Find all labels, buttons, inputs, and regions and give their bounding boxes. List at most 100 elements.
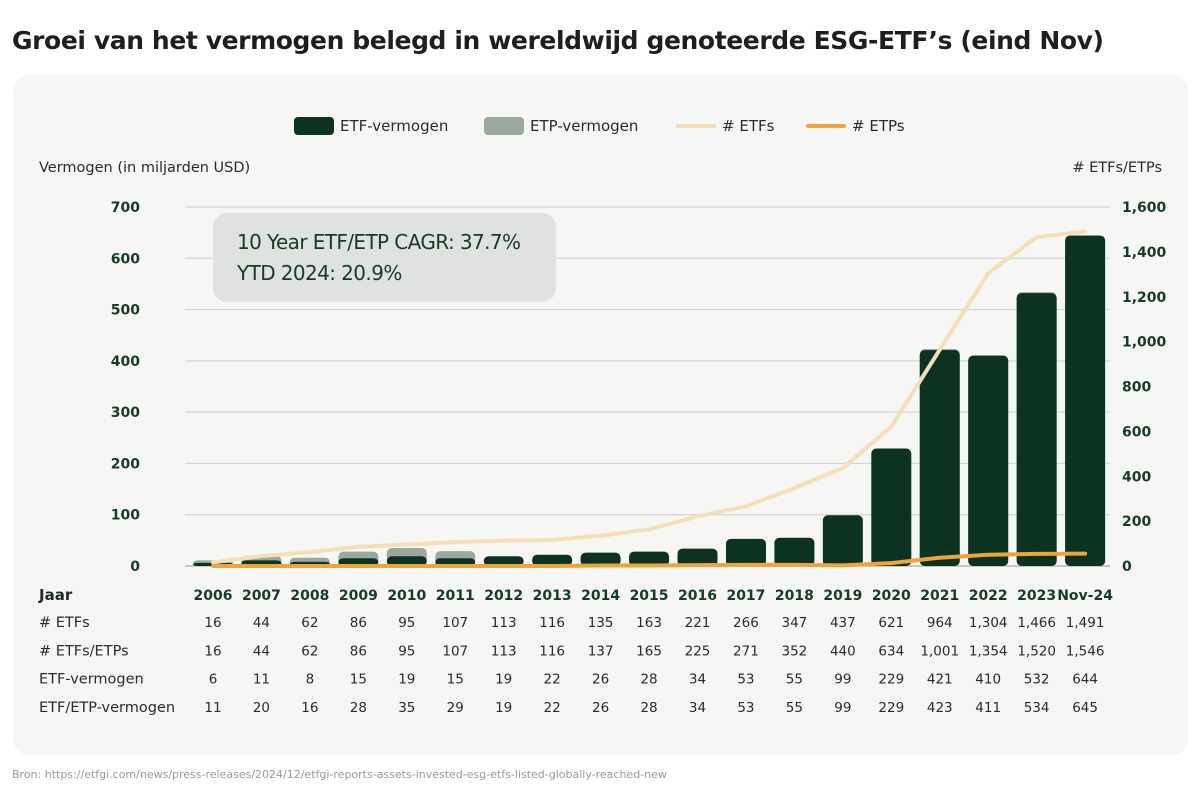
- table-cell: 86: [350, 643, 367, 659]
- bar-etf-vermogen: [677, 548, 718, 566]
- left-tick-label: 100: [111, 508, 140, 524]
- table-cell: 116: [539, 615, 565, 631]
- table-cell: 271: [733, 643, 759, 659]
- table-cell: 16: [301, 700, 318, 716]
- table-cell: 135: [588, 615, 614, 631]
- table-cell: 11: [253, 672, 270, 688]
- table-cell: 1,304: [969, 615, 1008, 631]
- left-axis-label: Vermogen (in miljarden USD): [39, 160, 251, 176]
- table-cell: 411: [975, 700, 1001, 716]
- table-header-label: Jaar: [38, 586, 73, 604]
- right-axis-label: # ETFs/ETPs: [1072, 160, 1162, 176]
- table-cell: 107: [442, 615, 468, 631]
- table-cell: 1,491: [1066, 615, 1105, 631]
- table-year: 2018: [775, 588, 814, 604]
- table-cell: 62: [301, 643, 318, 659]
- table-cell: 15: [447, 672, 464, 688]
- table-cell: 352: [782, 643, 808, 659]
- table-year: 2015: [630, 588, 669, 604]
- legend-label: # ETFs: [722, 117, 775, 135]
- right-tick-label: 600: [1122, 424, 1151, 440]
- right-tick-label: 1,000: [1122, 335, 1167, 351]
- table-cell: 53: [737, 700, 754, 716]
- chart-title: Groei van het vermogen belegd in wereldw…: [12, 26, 1104, 55]
- table-cell: 423: [927, 700, 953, 716]
- table-cell: 107: [442, 643, 468, 659]
- table-cell: 28: [640, 672, 657, 688]
- cagr-text: 10 Year ETF/ETP CAGR: 37.7%: [237, 230, 521, 254]
- bar-etf-vermogen: [774, 537, 815, 566]
- table-cell: 16: [204, 643, 221, 659]
- source-note: Bron: https://etfgi.com/news/press-relea…: [12, 768, 667, 781]
- table-cell: 22: [544, 672, 561, 688]
- table-cell: 225: [685, 643, 711, 659]
- left-tick-label: 500: [111, 303, 140, 319]
- table-cell: 29: [447, 700, 464, 716]
- legend-label: ETF-vermogen: [340, 117, 449, 135]
- right-tick-label: 1,400: [1122, 245, 1167, 261]
- bar-etf-vermogen: [483, 556, 524, 566]
- bar-etf-vermogen: [871, 448, 912, 566]
- table-cell: 266: [733, 615, 759, 631]
- table-cell: 34: [689, 672, 706, 688]
- table-cell: 16: [204, 615, 221, 631]
- table-year: 2022: [969, 588, 1008, 604]
- legend-swatch: [294, 117, 334, 135]
- bar-etf-vermogen: [968, 355, 1009, 566]
- table-cell: 532: [1024, 672, 1050, 688]
- right-tick-label: 1,200: [1122, 290, 1167, 306]
- table-cell: 644: [1072, 672, 1098, 688]
- table-cell: 1,546: [1066, 643, 1105, 659]
- table-cell: 645: [1072, 700, 1098, 716]
- table-cell: 113: [491, 615, 517, 631]
- table-year: 2012: [484, 588, 523, 604]
- table-cell: 534: [1024, 700, 1050, 716]
- table-year: 2017: [726, 588, 765, 604]
- table-cell: 55: [786, 672, 803, 688]
- table-cell: 11: [204, 700, 221, 716]
- table-row-label: # ETFs/ETPs: [39, 643, 129, 659]
- table-cell: 137: [588, 643, 614, 659]
- table-cell: 86: [350, 615, 367, 631]
- right-tick-label: 0: [1122, 559, 1132, 575]
- bar-etf-vermogen: [822, 515, 863, 566]
- table-cell: 634: [878, 643, 904, 659]
- table-cell: 95: [398, 615, 415, 631]
- table-cell: 1,520: [1017, 643, 1056, 659]
- table-cell: 95: [398, 643, 415, 659]
- bar-etf-vermogen: [580, 552, 621, 566]
- legend-swatch: [484, 117, 524, 135]
- table-year: Nov-24: [1057, 588, 1113, 604]
- legend-swatch: [806, 124, 846, 128]
- left-tick-label: 400: [111, 354, 140, 370]
- table-cell: 44: [253, 615, 270, 631]
- left-tick-label: 700: [111, 200, 140, 216]
- table-cell: 44: [253, 643, 270, 659]
- table-cell: 22: [544, 700, 561, 716]
- table-cell: 440: [830, 643, 856, 659]
- table-cell: 99: [834, 700, 851, 716]
- table-year: 2020: [872, 588, 911, 604]
- cagr-annotation: 10 Year ETF/ETP CAGR: 37.7% YTD 2024: 20…: [213, 213, 556, 302]
- table-cell: 15: [350, 672, 367, 688]
- table-year: 2016: [678, 588, 717, 604]
- table-year: 2011: [436, 588, 475, 604]
- table-cell: 1,001: [920, 643, 959, 659]
- left-tick-label: 300: [111, 405, 140, 421]
- table-year: 2014: [581, 588, 620, 604]
- right-tick-label: 1,600: [1122, 200, 1167, 216]
- table-cell: 229: [878, 672, 904, 688]
- table-cell: 163: [636, 615, 662, 631]
- table-cell: 28: [350, 700, 367, 716]
- table-year: 2010: [387, 588, 426, 604]
- table-cell: 8: [306, 672, 315, 688]
- table-cell: 116: [539, 643, 565, 659]
- table-cell: 410: [975, 672, 1001, 688]
- bar-etf-vermogen: [725, 538, 766, 566]
- table-year: 2019: [823, 588, 862, 604]
- table-cell: 19: [495, 700, 512, 716]
- table-cell: 20: [253, 700, 270, 716]
- legend-item-etp-vermogen: ETP-vermogen: [484, 117, 638, 135]
- table-cell: 1,466: [1017, 615, 1056, 631]
